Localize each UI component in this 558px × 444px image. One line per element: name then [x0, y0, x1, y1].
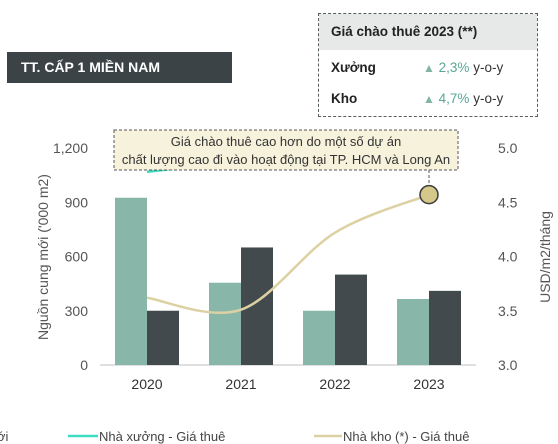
legend-label-warehouse: Nhà kho (*) - Giá thuê	[343, 429, 469, 444]
legend-label-cut: ới	[0, 429, 9, 444]
y2-tick-label: 3.0	[498, 357, 518, 373]
y2-tick-label: 3.5	[498, 303, 518, 319]
rent-row-suffix: y-o-y	[473, 60, 504, 75]
rent-row-label: Kho	[331, 91, 358, 106]
market-banner: TT. CẤP 1 MIỀN NAM	[7, 52, 232, 83]
up-arrow-icon: ▲	[423, 61, 435, 75]
bar	[303, 310, 335, 365]
bar	[241, 247, 273, 365]
x-tick-label: 2020	[131, 376, 162, 392]
annotation-box	[113, 129, 459, 171]
y2-tick-label: 4.0	[498, 249, 518, 265]
rent-row-value: ▲ 2,3% y-o-y	[423, 58, 503, 78]
bar	[397, 298, 429, 365]
annotation-line: chất lượng cao đi vào hoạt động tại TP. …	[122, 152, 450, 167]
rent-row-suffix: y-o-y	[473, 91, 504, 106]
y-tick-label: 1,200	[53, 140, 88, 156]
x-tick-label: 2021	[225, 376, 256, 392]
bar	[335, 274, 367, 365]
y-tick-label: 900	[65, 194, 89, 210]
warehouse-rent-highlight-point	[419, 184, 439, 205]
y2-axis-title: USD/m2/tháng	[537, 211, 553, 303]
y2-tick-label: 4.5	[498, 194, 518, 210]
x-tick-label: 2023	[413, 376, 444, 392]
annotation-line: Giá chào thuê cao hơn do một số dự án	[171, 134, 401, 149]
legend-label-factory: Nhà xưởng - Giá thuê	[99, 429, 225, 444]
rent-row-percent: 2,3%	[438, 60, 470, 75]
rent-row-value: ▲ 4,7% y-o-y	[423, 89, 503, 109]
y-tick-label: 0	[80, 357, 88, 373]
bar	[115, 197, 147, 365]
rent-row-percent: 4,7%	[438, 91, 470, 106]
bar	[209, 282, 241, 365]
rent-growth-title: Giá chào thuê 2023 (**)	[319, 14, 537, 50]
warehouse-rent-line	[146, 193, 430, 314]
y2-tick-label: 5.0	[498, 140, 518, 156]
up-arrow-icon: ▲	[423, 92, 435, 106]
y-tick-label: 300	[65, 303, 89, 319]
x-tick-label: 2022	[319, 376, 350, 392]
bar	[147, 310, 179, 365]
y-axis-title: Nguồn cung mới ('000 m2)	[35, 174, 51, 340]
y-tick-label: 600	[65, 249, 89, 265]
rent-growth-box: Giá chào thuê 2023 (**) Xưởng ▲ 2,3% y-o…	[318, 13, 538, 117]
bar	[429, 290, 461, 365]
market-banner-title: TT. CẤP 1 MIỀN NAM	[21, 59, 160, 75]
rent-row-label: Xưởng	[331, 60, 376, 75]
